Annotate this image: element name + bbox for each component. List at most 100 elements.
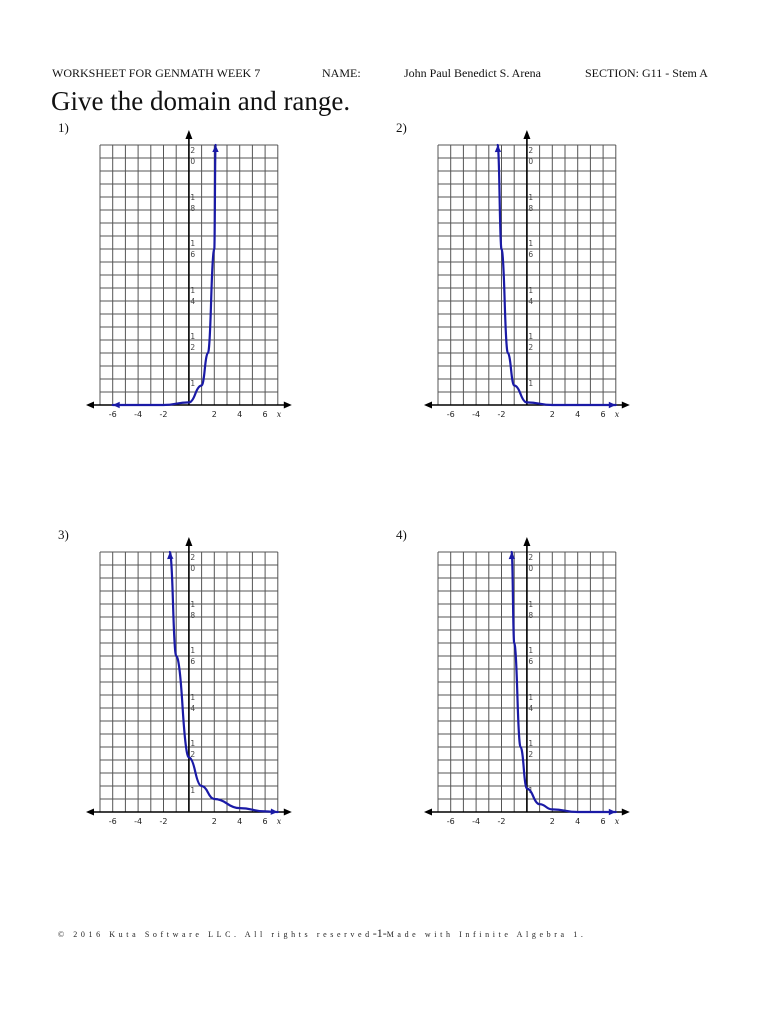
curve-arrow-icon: [112, 401, 120, 409]
svg-text:4: 4: [237, 410, 242, 419]
svg-text:1: 1: [528, 193, 533, 202]
curve-arrow-icon: [167, 552, 174, 560]
svg-text:4: 4: [575, 817, 580, 826]
svg-text:6: 6: [190, 657, 195, 666]
problem-number-1: 1): [58, 120, 69, 135]
svg-text:2: 2: [212, 410, 217, 419]
svg-text:-6: -6: [447, 410, 455, 419]
svg-text:-2: -2: [160, 410, 168, 419]
svg-text:2: 2: [528, 343, 533, 352]
svg-text:1: 1: [190, 739, 195, 748]
graph-3: -6 -4 -2 2 4 6 x 2 0 1 8 1 6 1 4 1 2 1: [80, 537, 300, 837]
svg-text:4: 4: [528, 297, 533, 306]
svg-text:6: 6: [263, 410, 268, 419]
svg-text:1: 1: [528, 693, 533, 702]
svg-text:1: 1: [190, 693, 195, 702]
axes: [424, 537, 630, 816]
svg-text:2: 2: [190, 343, 195, 352]
svg-text:-6: -6: [447, 817, 455, 826]
svg-text:6: 6: [601, 817, 606, 826]
curve-arrow-icon: [508, 552, 516, 560]
svg-text:6: 6: [263, 817, 268, 826]
graph-4: -6 -4 -2 2 4 6 x 2 0 1 8 1 6 1 4 1 2 1: [418, 537, 638, 837]
svg-text:2: 2: [528, 750, 533, 759]
svg-text:0: 0: [528, 157, 533, 166]
svg-text:1: 1: [190, 646, 195, 655]
function-curve: [496, 143, 617, 407]
svg-text:0: 0: [190, 564, 195, 573]
problem-number-2: 2): [396, 120, 407, 135]
svg-text:1: 1: [190, 286, 195, 295]
problem-number-3: 3): [58, 527, 69, 542]
page-footer: © 2016 Kuta Software LLC. All rights res…: [58, 926, 586, 941]
name-label: NAME:: [322, 66, 361, 80]
svg-text:x: x: [277, 817, 282, 826]
svg-text:2: 2: [190, 146, 195, 155]
curve-arrow-icon: [608, 401, 616, 409]
svg-text:-4: -4: [472, 410, 480, 419]
axes: [86, 130, 292, 409]
svg-text:6: 6: [190, 250, 195, 259]
svg-text:1: 1: [528, 646, 533, 655]
svg-text:-2: -2: [160, 817, 168, 826]
svg-text:0: 0: [190, 157, 195, 166]
svg-text:1: 1: [190, 239, 195, 248]
svg-text:0: 0: [528, 564, 533, 573]
svg-text:8: 8: [190, 204, 195, 213]
svg-text:2: 2: [528, 146, 533, 155]
instructions-heading: Give the domain and range.: [51, 86, 351, 116]
svg-text:2: 2: [528, 553, 533, 562]
curve-arrow-icon: [270, 808, 278, 815]
svg-text:2: 2: [550, 817, 555, 826]
svg-text:1: 1: [190, 379, 195, 388]
curve-arrow-icon: [494, 145, 502, 153]
svg-text:-4: -4: [134, 817, 142, 826]
svg-text:1: 1: [528, 286, 533, 295]
problem-number-4: 4): [396, 527, 407, 542]
name-value: John Paul Benedict S. Arena: [404, 66, 541, 80]
svg-text:8: 8: [190, 611, 195, 620]
svg-text:1: 1: [190, 600, 195, 609]
svg-text:x: x: [277, 410, 282, 419]
function-curve: [510, 550, 617, 814]
svg-text:-4: -4: [472, 817, 480, 826]
function-curve: [168, 550, 279, 814]
svg-text:4: 4: [190, 297, 195, 306]
svg-text:-6: -6: [109, 410, 117, 419]
svg-text:4: 4: [528, 704, 533, 713]
svg-text:1: 1: [528, 379, 533, 388]
svg-text:2: 2: [212, 817, 217, 826]
svg-text:8: 8: [528, 611, 533, 620]
svg-text:6: 6: [601, 410, 606, 419]
copyright-text: © 2016 Kuta Software LLC. All rights res…: [58, 930, 373, 939]
svg-text:1: 1: [528, 332, 533, 341]
axes: [424, 130, 630, 409]
curve-arrow-icon: [212, 145, 219, 153]
svg-text:6: 6: [528, 657, 533, 666]
graph-1: -6 -4 -2 2 4 6 x 2 0 1 8 1 6 1 4 1 2 1: [80, 130, 300, 430]
svg-text:2: 2: [550, 410, 555, 419]
page-number: -1-: [372, 926, 387, 940]
svg-text:1: 1: [528, 739, 533, 748]
svg-text:-6: -6: [109, 817, 117, 826]
svg-text:8: 8: [528, 204, 533, 213]
made-with-text: Made with Infinite Algebra 1.: [386, 930, 587, 939]
curve-arrow-icon: [608, 808, 616, 816]
svg-text:x: x: [615, 410, 620, 419]
svg-text:1: 1: [190, 786, 195, 795]
svg-text:4: 4: [190, 704, 195, 713]
svg-text:1: 1: [190, 193, 195, 202]
svg-text:6: 6: [528, 250, 533, 259]
svg-text:2: 2: [190, 750, 195, 759]
svg-text:2: 2: [190, 553, 195, 562]
function-curve: [111, 143, 217, 407]
svg-text:-2: -2: [498, 410, 506, 419]
svg-text:-2: -2: [498, 817, 506, 826]
svg-text:-4: -4: [134, 410, 142, 419]
axes: [86, 537, 292, 816]
worksheet-title: WORKSHEET FOR GENMATH WEEK 7: [52, 66, 261, 80]
svg-text:1: 1: [528, 239, 533, 248]
